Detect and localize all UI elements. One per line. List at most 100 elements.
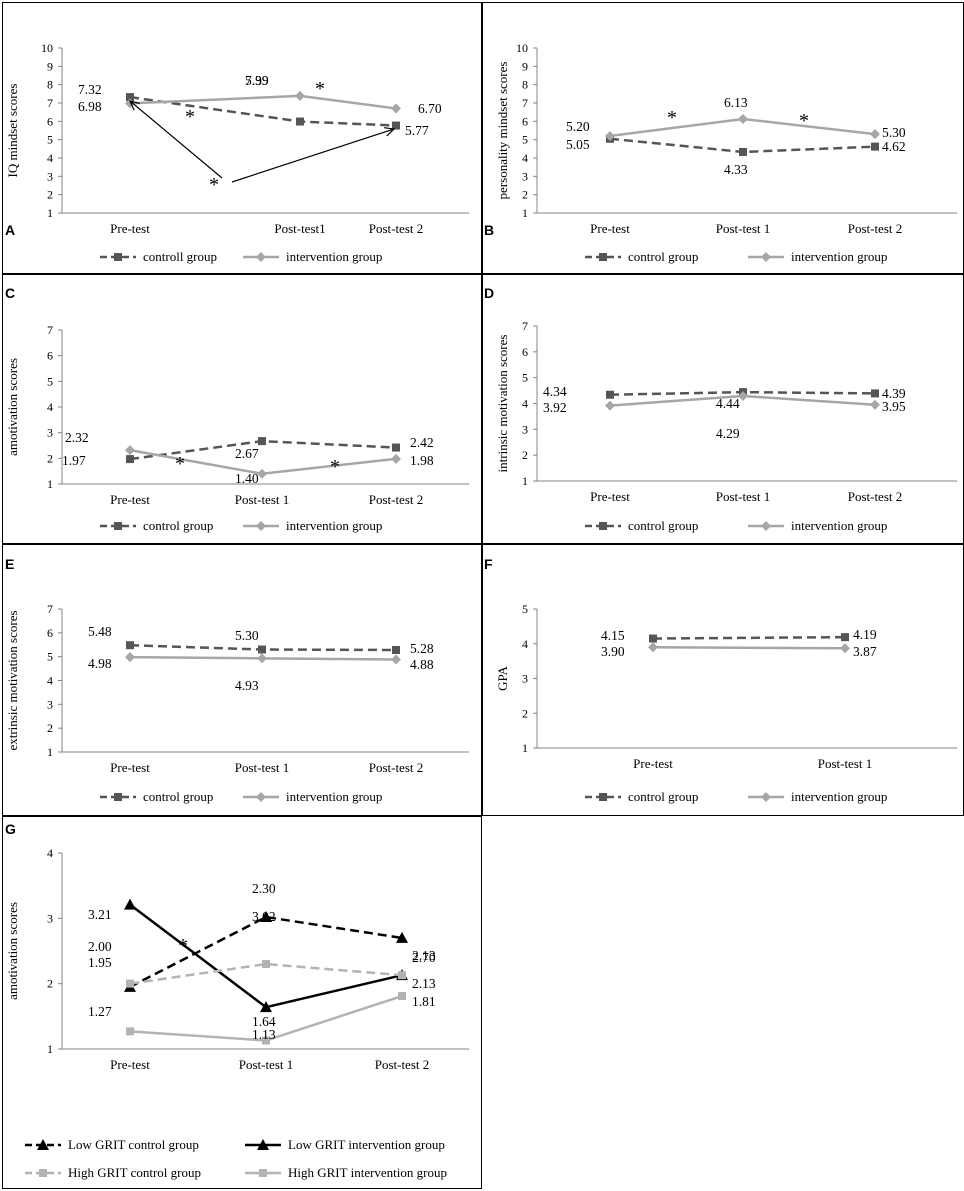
legend-entry: intervention group bbox=[286, 789, 382, 804]
data-point bbox=[296, 117, 304, 126]
x-tick-label: Post-test 1 bbox=[235, 492, 290, 507]
x-tick-label: Pre-test bbox=[590, 221, 630, 236]
data-point bbox=[392, 645, 400, 654]
chart-panel-g: G 1 2 3 4 Pre-test Post-test 1 Post-test 2 amoti… bbox=[2, 816, 482, 1189]
data-point bbox=[605, 400, 615, 411]
legend-swatch-marker bbox=[761, 792, 771, 802]
data-label: 1.98 bbox=[410, 453, 434, 468]
data-label: 3.92 bbox=[543, 400, 567, 415]
y-tick-label: 6 bbox=[47, 349, 53, 363]
legend-swatch-marker bbox=[256, 792, 266, 802]
significance-star: * bbox=[175, 453, 185, 475]
data-label: 3.90 bbox=[601, 644, 625, 659]
legend-entry: intervention group bbox=[286, 518, 382, 533]
legend-entry: intervention group bbox=[791, 789, 887, 804]
x-tick-label: Post-test 2 bbox=[369, 492, 424, 507]
data-point bbox=[738, 113, 748, 124]
panel-border bbox=[482, 274, 964, 544]
legend: control group intervention group bbox=[100, 518, 382, 533]
y-tick-label: 1 bbox=[47, 206, 53, 220]
y-tick-label: 5 bbox=[522, 133, 528, 147]
y-axis-label: extrinsic motivation scores bbox=[5, 610, 20, 750]
legend-swatch-marker bbox=[256, 521, 266, 531]
data-point bbox=[649, 634, 657, 643]
y-tick-label: 5 bbox=[47, 374, 53, 388]
y-tick-label: 4 bbox=[522, 637, 528, 651]
x-tick-label: Post-test 1 bbox=[818, 756, 873, 771]
data-point bbox=[840, 643, 850, 654]
series-intervention-group: 4.98 4.93 4.88 bbox=[88, 652, 434, 693]
legend-entry: intervention group bbox=[791, 249, 887, 264]
y-tick-label: 1 bbox=[47, 477, 53, 491]
data-label: 5.28 bbox=[410, 641, 434, 656]
data-label: 1.27 bbox=[88, 1004, 112, 1019]
data-label: 6.98 bbox=[78, 99, 102, 114]
series-control-group: 5.48 5.30 5.28 bbox=[88, 624, 434, 656]
data-point bbox=[870, 129, 880, 140]
data-label: 2.13 bbox=[412, 948, 436, 963]
legend-swatch-marker bbox=[599, 793, 607, 801]
data-label: 2.00 bbox=[88, 939, 112, 954]
data-label: 4.34 bbox=[543, 384, 567, 399]
panel-border bbox=[482, 544, 964, 816]
data-label: 2.13 bbox=[412, 976, 436, 991]
data-point bbox=[126, 455, 134, 464]
data-label: 3.87 bbox=[853, 644, 877, 659]
legend-swatch-marker bbox=[761, 521, 771, 531]
y-axis-label: IQ mindset scores bbox=[5, 84, 20, 178]
significance-star: * bbox=[185, 106, 195, 128]
panel-border bbox=[2, 274, 482, 544]
data-point bbox=[124, 898, 136, 910]
y-tick-label: 1 bbox=[522, 741, 528, 755]
data-point bbox=[398, 971, 406, 980]
chart-panel-c: C 1 2 3 4 5 6 7 Pre-test Post-test 1 Post-test 2 am… bbox=[2, 274, 482, 544]
data-label: 5.05 bbox=[566, 137, 590, 152]
data-point bbox=[262, 1036, 270, 1045]
y-tick-label: 7 bbox=[47, 602, 53, 616]
panel-letter: G bbox=[5, 821, 16, 837]
panel-letter: A bbox=[5, 222, 15, 238]
y-tick-label: 4 bbox=[47, 151, 53, 165]
legend-entry: Low GRIT control group bbox=[68, 1137, 199, 1152]
annotation-arrow bbox=[231, 128, 395, 183]
data-point bbox=[391, 654, 401, 665]
x-tick-label: Post-test 2 bbox=[375, 1057, 430, 1072]
legend-entry: control group bbox=[628, 249, 698, 264]
legend-swatch-marker bbox=[599, 522, 607, 530]
y-tick-label: 2 bbox=[522, 706, 528, 720]
data-label: 1.40 bbox=[235, 471, 259, 486]
legend-swatch-marker bbox=[599, 253, 607, 261]
series-high-grit-control-group: 2.00 2.30 2.13 bbox=[88, 881, 436, 988]
series-high-grit-intervention-group: 1.27 1.13 1.81 bbox=[88, 992, 436, 1045]
y-tick-label: 3 bbox=[522, 169, 528, 183]
legend-swatch-marker bbox=[39, 1169, 47, 1177]
data-point bbox=[257, 468, 267, 479]
data-point bbox=[126, 1027, 134, 1036]
data-point bbox=[391, 103, 401, 114]
series-line bbox=[652, 645, 846, 650]
legend: control group intervention group bbox=[585, 518, 887, 533]
y-tick-label: 2 bbox=[47, 451, 53, 465]
data-label: 4.29 bbox=[716, 426, 740, 441]
panel-letter: B bbox=[484, 222, 494, 238]
y-tick-label: 3 bbox=[47, 169, 53, 183]
x-tick-label: Post-test 2 bbox=[369, 221, 424, 236]
data-label: 5.20 bbox=[566, 119, 590, 134]
y-tick-label: 4 bbox=[47, 674, 53, 688]
y-tick-label: 3 bbox=[522, 672, 528, 686]
x-tick-label: Post-test 1 bbox=[235, 760, 290, 775]
y-tick-label: 5 bbox=[47, 650, 53, 664]
legend: controll group intervention group bbox=[100, 249, 382, 264]
data-label: 4.33 bbox=[724, 162, 748, 177]
data-label: 2.42 bbox=[410, 435, 434, 450]
x-tick-label: Post-test 2 bbox=[369, 760, 424, 775]
data-point bbox=[126, 979, 134, 988]
data-label: 6.70 bbox=[418, 101, 442, 116]
y-tick-label: 10 bbox=[516, 41, 528, 55]
data-label: 4.62 bbox=[882, 139, 906, 154]
panel-letter: C bbox=[5, 285, 15, 301]
data-point bbox=[262, 960, 270, 969]
legend-swatch-marker bbox=[114, 793, 122, 801]
